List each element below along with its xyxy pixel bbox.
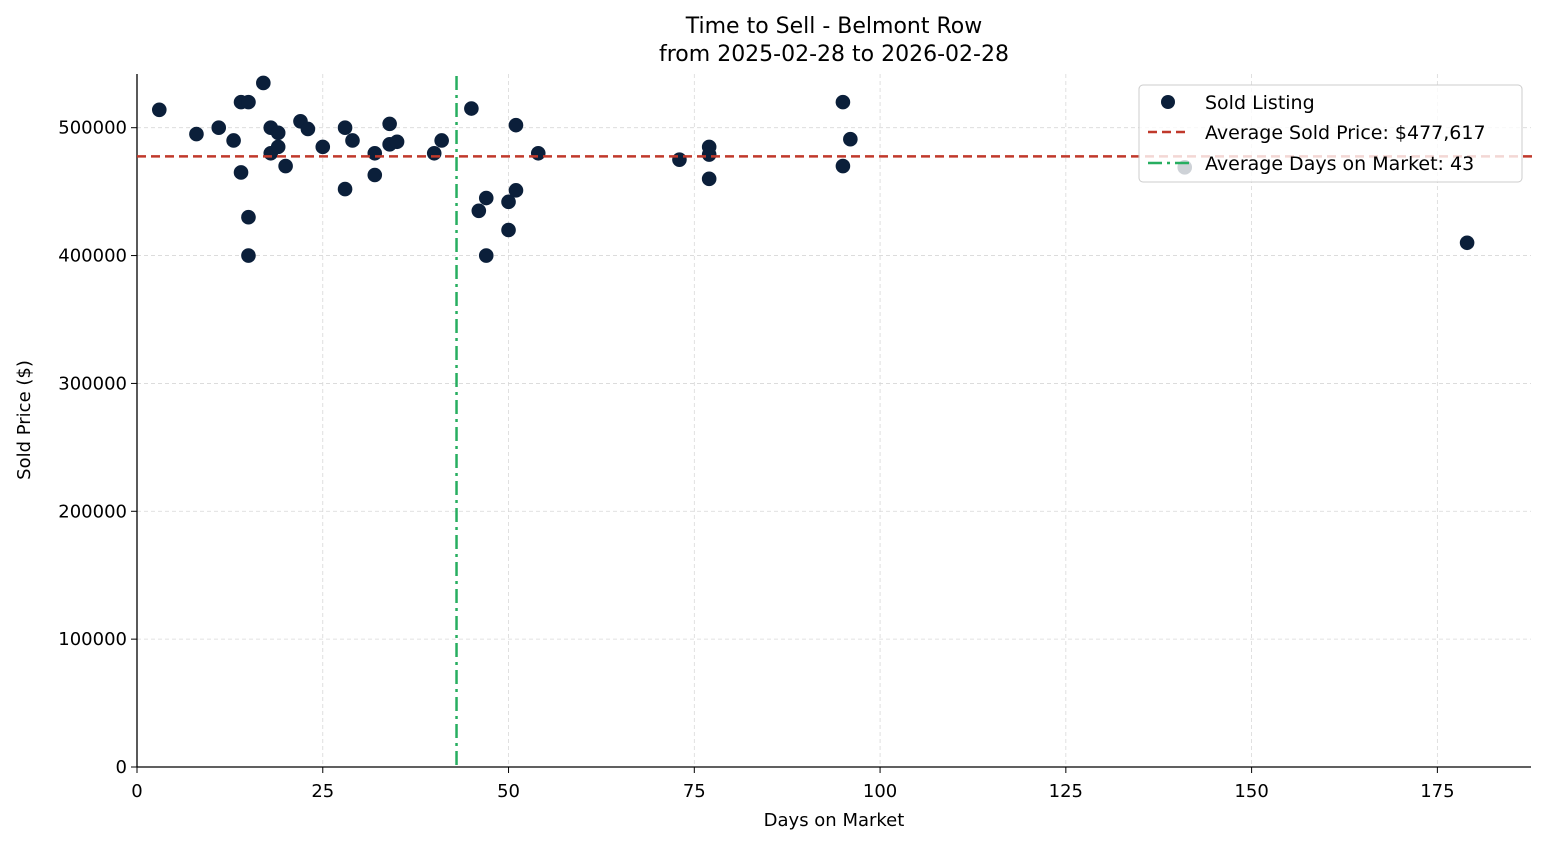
x-tick-label: 125 — [1049, 781, 1083, 802]
data-point — [426, 145, 442, 161]
data-point — [211, 120, 227, 136]
data-point — [300, 121, 316, 137]
legend: Sold Listing Average Sold Price: $477,61… — [1138, 84, 1523, 183]
data-point — [471, 203, 487, 219]
legend-label-avg-price: Average Sold Price: $477,617 — [1205, 122, 1486, 144]
data-point — [278, 158, 293, 174]
data-point — [337, 181, 353, 197]
y-tick-label: 200000 — [58, 501, 127, 522]
data-point — [337, 120, 353, 136]
data-point — [270, 125, 286, 141]
data-point — [233, 165, 249, 180]
chart-title: Time to Sell - Belmont Row — [685, 14, 983, 39]
data-point — [478, 248, 494, 263]
data-point — [315, 139, 331, 155]
x-tick-label: 175 — [1420, 781, 1454, 802]
data-point — [270, 139, 286, 155]
x-tick-label: 150 — [1234, 781, 1268, 802]
data-point — [508, 117, 524, 133]
data-point — [508, 183, 524, 198]
data-point — [478, 190, 494, 206]
data-point — [701, 171, 717, 187]
data-point — [189, 126, 204, 142]
y-tick-label: 100000 — [58, 629, 127, 650]
y-tick-label: 500000 — [58, 118, 127, 139]
data-point — [835, 94, 851, 110]
chart-subtitle: from 2025-02-28 to 2026-02-28 — [659, 42, 1009, 67]
x-axis-ticks: 0 25 50 75 100 125 150 175 — [131, 767, 1455, 802]
data-point — [530, 145, 546, 161]
data-point — [464, 101, 479, 116]
data-point — [672, 152, 687, 167]
data-point — [701, 147, 717, 162]
y-tick-label: 300000 — [58, 373, 127, 394]
data-point — [382, 116, 397, 132]
data-point — [345, 133, 360, 148]
data-point — [241, 94, 256, 110]
data-point — [241, 209, 256, 225]
x-tick-label: 0 — [131, 781, 142, 802]
data-point — [1459, 235, 1475, 251]
data-point — [843, 131, 858, 147]
x-axis-label: Days on Market — [764, 810, 905, 831]
x-tick-label: 75 — [683, 781, 706, 802]
data-point — [151, 102, 167, 118]
y-tick-label: 400000 — [58, 246, 127, 267]
data-point — [226, 133, 241, 148]
data-point — [835, 158, 851, 174]
x-tick-label: 25 — [311, 781, 334, 802]
legend-marker-icon — [1161, 95, 1175, 109]
data-point — [256, 75, 271, 91]
y-tick-label: 0 — [116, 757, 127, 778]
data-points — [151, 75, 1475, 263]
y-axis-ticks: 0 100000 200000 300000 400000 500000 — [58, 118, 137, 778]
legend-label-sold: Sold Listing — [1205, 92, 1315, 114]
y-axis-label: Sold Price ($) — [14, 360, 35, 480]
data-point — [367, 145, 383, 161]
data-point — [241, 248, 256, 263]
data-point — [501, 194, 516, 210]
data-point — [367, 167, 383, 183]
data-point — [434, 133, 449, 148]
legend-label-avg-days: Average Days on Market: 43 — [1205, 153, 1474, 175]
x-tick-label: 100 — [863, 781, 897, 802]
data-point — [501, 222, 516, 238]
x-tick-label: 50 — [497, 781, 520, 802]
grid — [137, 74, 1531, 767]
data-point — [389, 134, 405, 150]
